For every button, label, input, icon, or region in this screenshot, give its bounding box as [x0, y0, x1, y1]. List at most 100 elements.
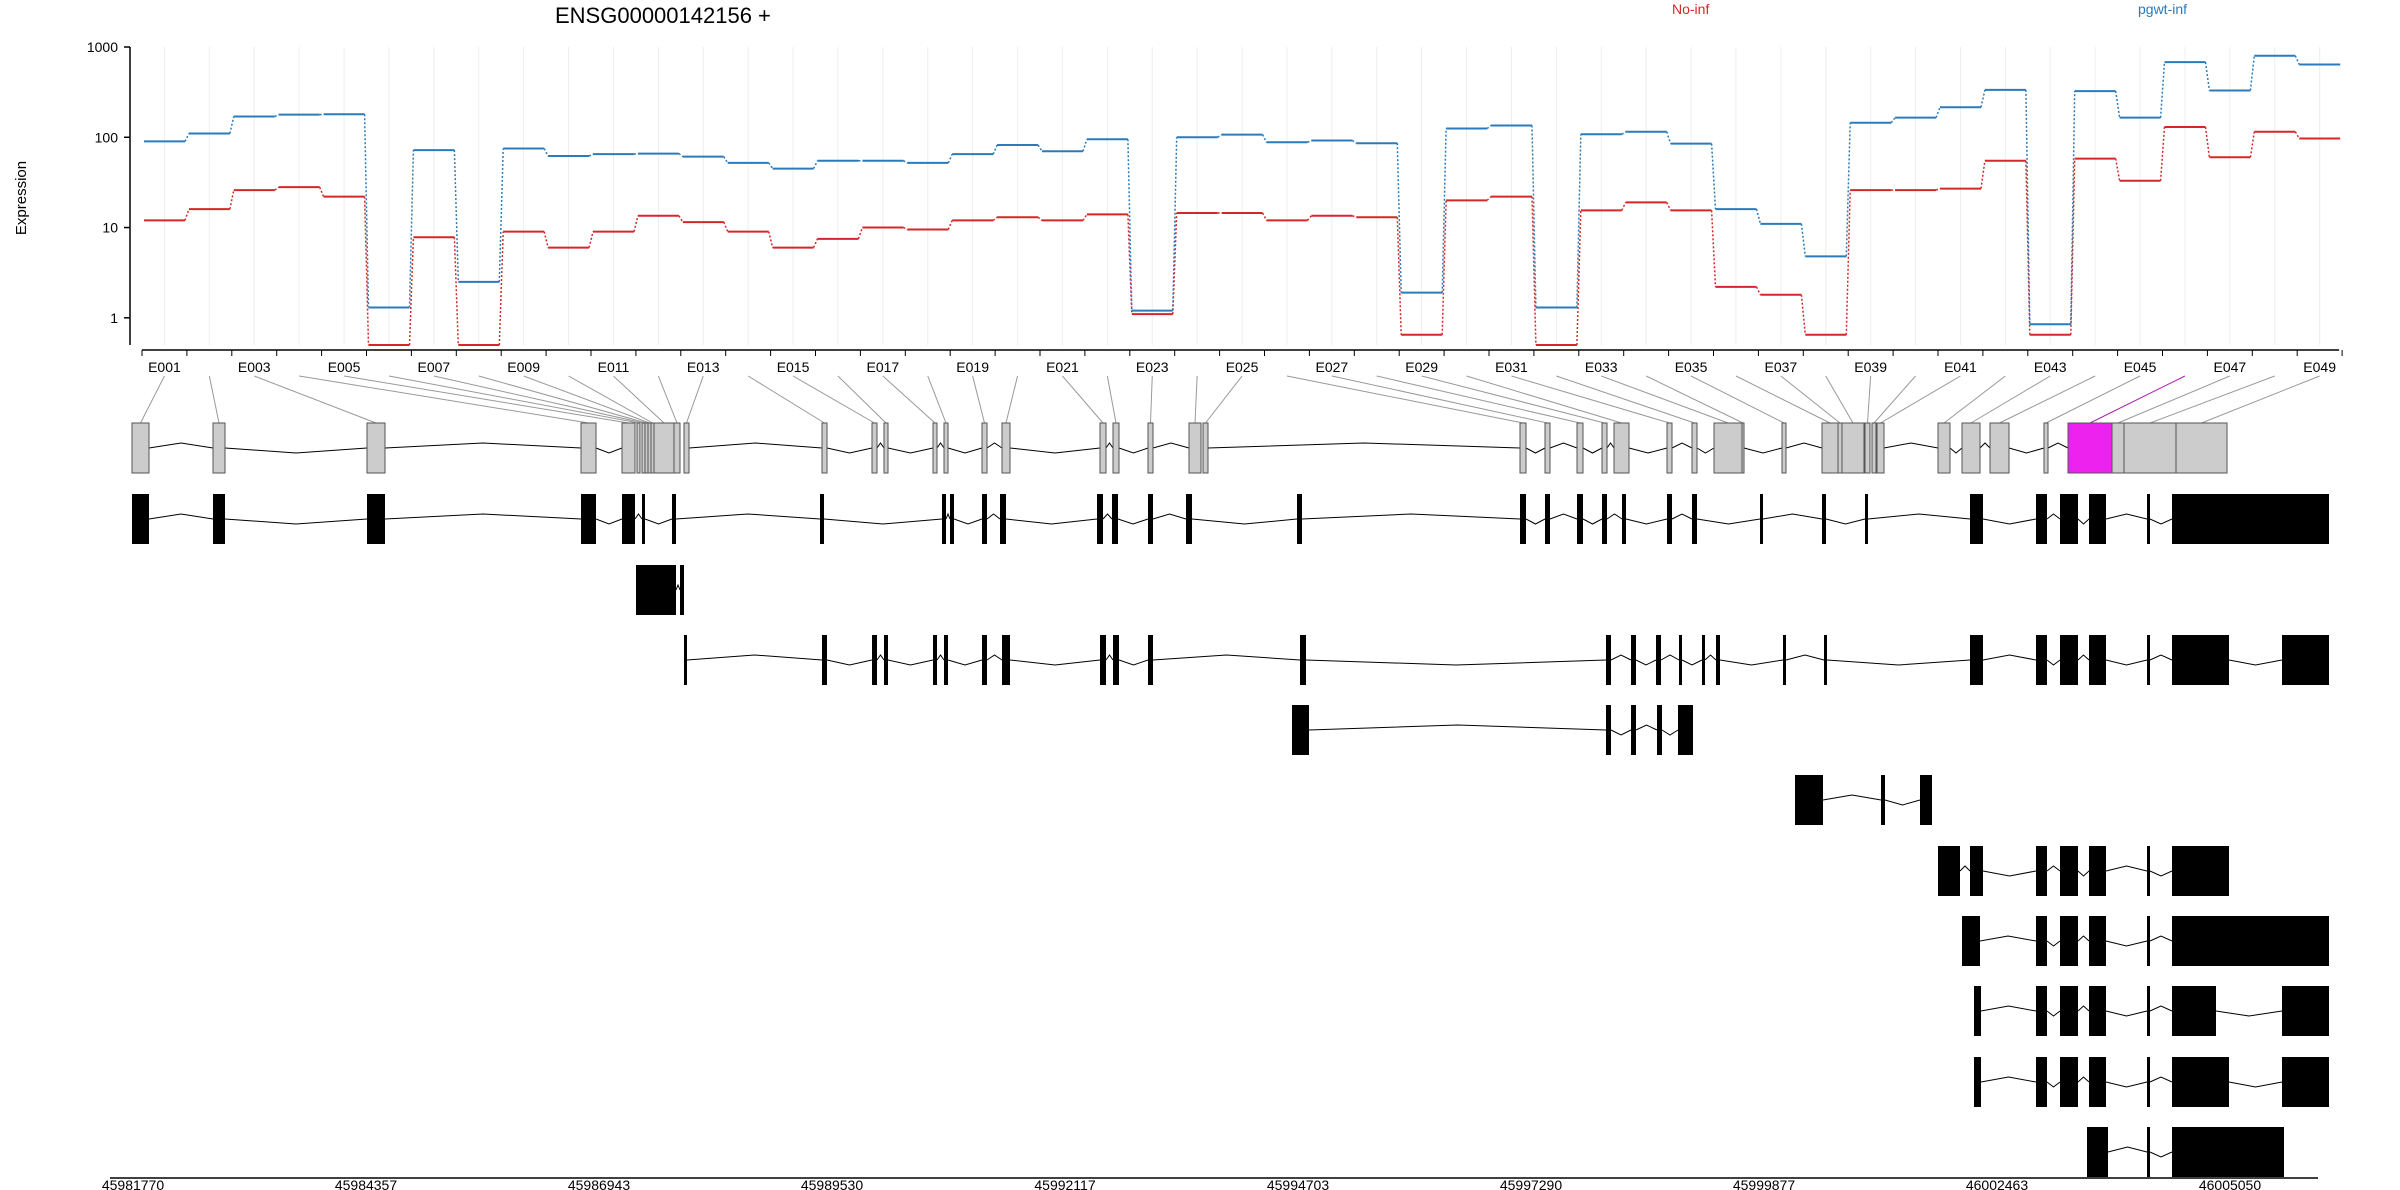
exon-tick-label: E017: [866, 359, 899, 375]
series-connector: [543, 148, 549, 157]
exon-connector: [140, 375, 165, 424]
exon-connector: [343, 375, 629, 424]
intron: [1305, 659, 1607, 666]
intron: [947, 447, 983, 454]
transcript-exon: [2036, 1057, 2047, 1107]
exon-connector: [254, 375, 377, 424]
intron: [2077, 1005, 2090, 1012]
series-connector: [453, 150, 460, 282]
intron: [1549, 513, 1578, 520]
intron: [1681, 659, 1703, 666]
series-connector: [588, 153, 594, 157]
exon-tick-label: E045: [2124, 359, 2157, 375]
exon-connector: [1005, 375, 1019, 424]
transcript-exon: [2172, 916, 2329, 966]
series-connector: [1980, 89, 1986, 108]
series-connector: [1307, 139, 1312, 143]
intron: [1301, 513, 1521, 520]
exon-connector: [1999, 375, 2096, 424]
transcript-exon: [2087, 1127, 2108, 1177]
chart-title: ENSG00000142156 +: [555, 3, 771, 28]
exon-connectors: [140, 375, 2320, 424]
exon-connector: [882, 375, 936, 424]
series-connector: [363, 114, 370, 308]
intron: [1582, 447, 1603, 454]
exon-connector: [1645, 375, 1744, 424]
exon-tick-label: E003: [238, 359, 271, 375]
exon-box: [1188, 422, 1202, 474]
transcript-exon: [933, 635, 937, 685]
transcript-exon: [2089, 846, 2106, 896]
transcripts: [132, 494, 2329, 1177]
transcript-exon: [672, 494, 676, 544]
intron: [876, 442, 885, 449]
transcript-exon: [2282, 1057, 2329, 1107]
exon-connector: [1825, 375, 1854, 424]
gridlines: [163, 47, 2321, 345]
intron: [826, 447, 873, 454]
exon-box: [1781, 422, 1787, 474]
series-connector: [903, 160, 908, 164]
exon-connector: [686, 375, 704, 424]
transcript-exon: [132, 494, 149, 544]
series-connector: [1261, 134, 1268, 143]
exon-connector: [1780, 375, 1841, 424]
intron: [2046, 865, 2061, 872]
exon-box: [1837, 422, 1843, 474]
series-connector: [633, 215, 639, 232]
transcript-exon: [2147, 635, 2150, 685]
transcript-exon: [1702, 635, 1705, 685]
intron: [1005, 518, 1098, 525]
transcript-exon: [2172, 1057, 2229, 1107]
transcript-exon: [2036, 635, 2047, 685]
y-axis: 1 10 100 1000: [87, 39, 131, 345]
intron: [2077, 870, 2090, 877]
intron: [2077, 518, 2090, 525]
exon-connector: [1511, 375, 1670, 424]
series-connector: [1576, 210, 1582, 346]
genome-tick-label: 45992117: [1034, 1177, 1095, 1190]
series-connector: [498, 231, 504, 346]
intron: [686, 654, 823, 661]
series-connector: [184, 133, 190, 142]
genome-axis: 45981770 45984357 45986943 45989530 45992117…: [102, 1177, 2318, 1190]
intron: [1671, 442, 1693, 449]
intron: [2046, 659, 2061, 666]
series-connector: [992, 144, 998, 155]
series-connector: [2294, 55, 2300, 65]
series-connector: [2025, 89, 2031, 325]
transcript-exon: [982, 494, 987, 544]
intron: [1610, 654, 1632, 661]
genome-tick-label: 45997290: [1500, 1177, 1563, 1190]
transcript-exon: [1292, 705, 1309, 755]
series-connector: [903, 226, 908, 231]
intron: [1671, 513, 1693, 520]
series-connector: [1217, 134, 1223, 138]
exon-box: [1099, 422, 1107, 474]
transcript-exon: [1783, 635, 1786, 685]
intron: [1102, 513, 1113, 520]
series-connector: [2204, 126, 2211, 158]
exon-tick-label: E007: [417, 359, 450, 375]
series-connector: [1576, 134, 1582, 308]
series-connector: [2025, 160, 2031, 335]
series-pgwt-inf: [144, 54, 2341, 326]
intron: [1982, 518, 2037, 525]
exon-tick-label: E021: [1046, 359, 1079, 375]
exon-tick-label: E049: [2303, 359, 2336, 375]
exon-tick-label: E041: [1944, 359, 1977, 375]
exon-box: [1666, 422, 1673, 474]
transcript-exon: [622, 494, 635, 544]
transcript-row: [1974, 986, 2329, 1036]
transcript-exon: [2147, 1057, 2150, 1107]
series-connector: [319, 186, 325, 197]
transcript-exon: [642, 494, 645, 544]
intron: [2149, 1076, 2173, 1083]
transcript-exon: [1297, 494, 1302, 544]
series-connector: [1441, 128, 1447, 293]
intron: [1825, 518, 1866, 525]
intron: [2105, 1010, 2148, 1017]
genome-tick-label: 45984357: [335, 1177, 398, 1190]
exon-box: [2111, 422, 2125, 474]
transcript-exon: [1545, 494, 1550, 544]
